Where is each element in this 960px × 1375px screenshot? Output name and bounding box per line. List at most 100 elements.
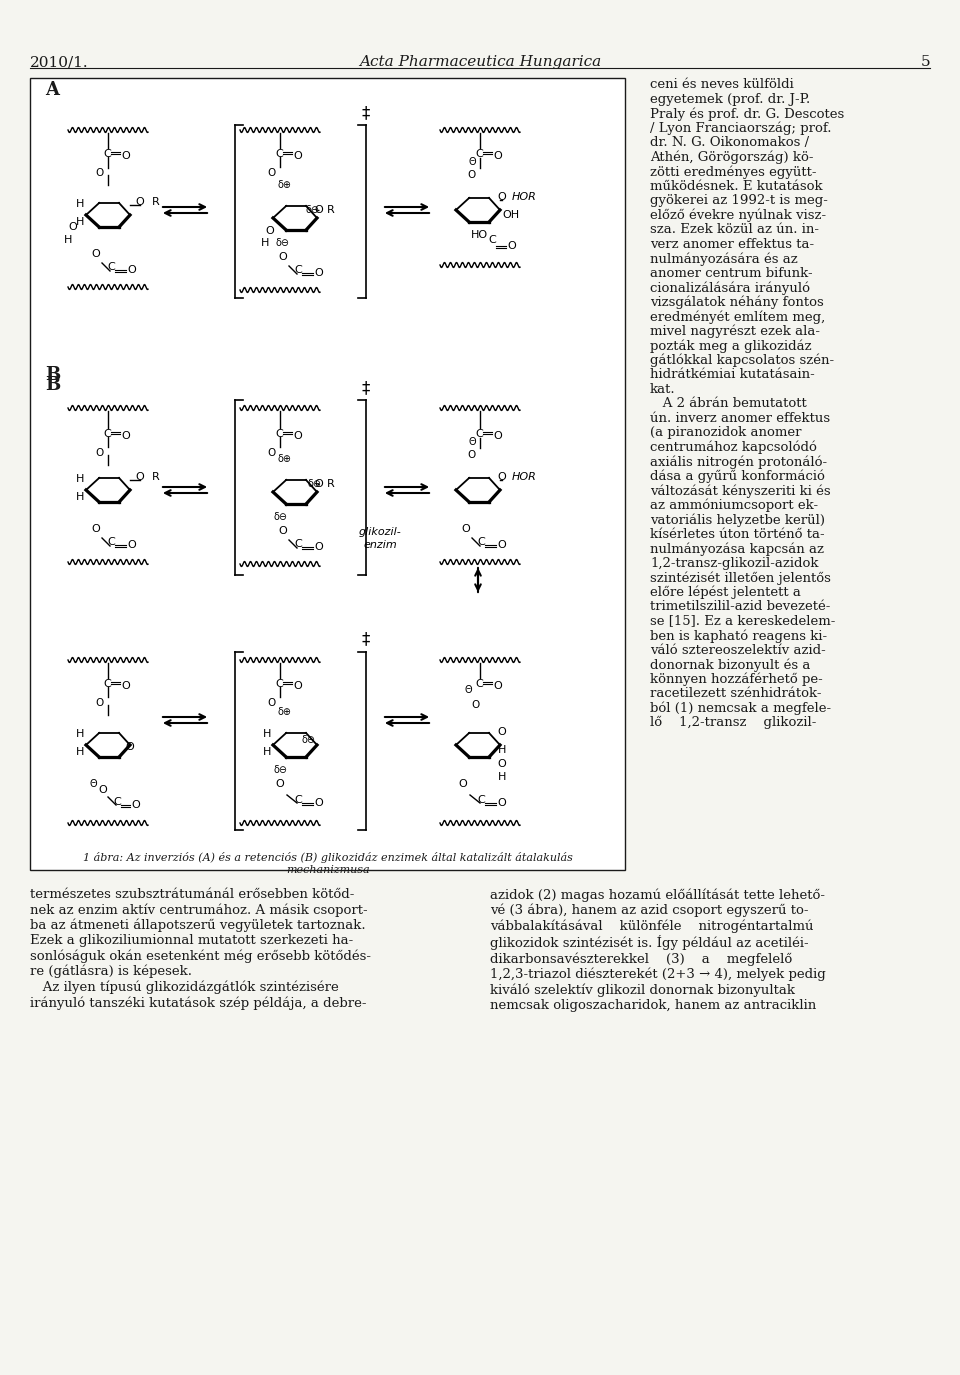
Text: ‡: ‡ — [362, 630, 371, 648]
Text: nulmányozása kapcsán az: nulmányozása kapcsán az — [650, 542, 824, 556]
Text: C: C — [276, 429, 283, 439]
Text: ceni és neves külföldi: ceni és neves külföldi — [650, 78, 794, 91]
Text: axiális nitrogén protonáló-: axiális nitrogén protonáló- — [650, 455, 828, 469]
Text: ‡: ‡ — [362, 104, 371, 122]
Text: δ⊖: δ⊖ — [302, 736, 316, 745]
Text: O: O — [493, 430, 502, 441]
Text: 2010/1.: 2010/1. — [30, 55, 88, 69]
Text: C: C — [276, 148, 283, 160]
Text: Praly és prof. dr. G. Descotes: Praly és prof. dr. G. Descotes — [650, 107, 844, 121]
Text: O: O — [127, 540, 135, 550]
Text: kísérletes úton történő ta-: kísérletes úton történő ta- — [650, 528, 825, 540]
Text: OH: OH — [502, 210, 519, 220]
Text: gátlókkal kapcsolatos szén-: gátlókkal kapcsolatos szén- — [650, 353, 834, 367]
Text: O: O — [314, 798, 323, 808]
Text: H: H — [263, 729, 271, 738]
Text: C: C — [294, 795, 301, 804]
Text: C: C — [475, 429, 483, 439]
Text: vatoriális helyzetbe kerül): vatoriális helyzetbe kerül) — [650, 513, 825, 527]
Text: O: O — [96, 448, 104, 458]
Text: szintézisét illetően jelentős: szintézisét illetően jelentős — [650, 571, 830, 584]
Text: HO: HO — [470, 230, 488, 241]
Text: O: O — [293, 151, 301, 161]
Text: R: R — [327, 478, 335, 489]
Text: ból (1) nemcsak a megfele-: ból (1) nemcsak a megfele- — [650, 701, 831, 715]
Text: donornak bizonyult és a: donornak bizonyult és a — [650, 659, 810, 671]
Text: Θ: Θ — [468, 437, 476, 447]
Text: enzim: enzim — [363, 540, 396, 550]
Text: O: O — [268, 698, 276, 708]
Text: egyetemek (prof. dr. J-P.: egyetemek (prof. dr. J-P. — [650, 92, 810, 106]
Text: O: O — [315, 478, 324, 489]
Text: O: O — [127, 265, 135, 275]
Text: előző évekre nyúlnak visz-: előző évekre nyúlnak visz- — [650, 209, 827, 221]
Text: O: O — [493, 151, 502, 161]
Text: C: C — [477, 538, 485, 547]
Text: természetes szubsztrátumánál erősebben kötőd-
nek az enzim aktív centrumához. A : természetes szubsztrátumánál erősebben k… — [30, 888, 371, 1009]
Text: δ⊖: δ⊖ — [274, 765, 288, 776]
Text: O: O — [268, 448, 276, 458]
Text: O: O — [315, 205, 324, 214]
Text: O: O — [68, 221, 78, 232]
Text: H: H — [261, 238, 269, 247]
Text: O: O — [497, 472, 506, 483]
Text: δ⊕: δ⊕ — [278, 180, 292, 190]
Text: H: H — [76, 474, 84, 484]
Text: ‡: ‡ — [362, 380, 371, 397]
Text: O: O — [468, 450, 476, 461]
Text: O: O — [497, 193, 506, 202]
Text: Acta Pharmaceutica Hungarica: Acta Pharmaceutica Hungarica — [359, 55, 601, 69]
Text: anomer centrum bifunk-: anomer centrum bifunk- — [650, 267, 812, 279]
Text: O: O — [266, 226, 275, 236]
Text: C: C — [294, 539, 301, 549]
Text: C: C — [108, 263, 115, 272]
Text: O: O — [472, 700, 480, 710]
Text: sza. Ezek közül az ún. in-: sza. Ezek közül az ún. in- — [650, 223, 819, 236]
Text: O: O — [507, 241, 516, 252]
Text: trimetilszilil-azid bevezeté-: trimetilszilil-azid bevezeté- — [650, 600, 830, 613]
Text: C: C — [475, 148, 483, 160]
Text: O: O — [278, 527, 287, 536]
Text: O: O — [126, 742, 134, 752]
Text: O: O — [459, 780, 468, 789]
Text: verz anomer effektus ta-: verz anomer effektus ta- — [650, 238, 814, 250]
Text: O: O — [121, 430, 130, 441]
Text: pozták meg a glikozidáz: pozták meg a glikozidáz — [650, 340, 811, 352]
Text: ben is kapható reagens ki-: ben is kapható reagens ki- — [650, 628, 828, 642]
Text: Athén, Görögország) kö-: Athén, Görögország) kö- — [650, 150, 813, 164]
Text: C: C — [276, 679, 283, 689]
Text: O: O — [493, 681, 502, 692]
Text: H: H — [76, 729, 84, 738]
Text: B: B — [45, 375, 60, 395]
Text: C: C — [108, 538, 115, 547]
Text: O: O — [468, 170, 476, 180]
Bar — [30, 78, 625, 870]
Text: δ⊖: δ⊖ — [276, 238, 290, 247]
Text: se [15]. Ez a kereskedelem-: se [15]. Ez a kereskedelem- — [650, 615, 835, 627]
Text: hidrátkémiai kutatásain-: hidrátkémiai kutatásain- — [650, 368, 815, 381]
Text: O: O — [293, 430, 301, 441]
Text: zötti eredményes együtt-: zötti eredményes együtt- — [650, 165, 817, 179]
Text: vizsgálatok néhány fontos: vizsgálatok néhány fontos — [650, 296, 824, 309]
Text: O: O — [99, 785, 108, 795]
Text: C: C — [103, 148, 110, 160]
Text: R: R — [152, 472, 159, 483]
Text: racetilezett szénhidrátok-: racetilezett szénhidrátok- — [650, 688, 822, 700]
Text: C: C — [294, 265, 301, 275]
Text: A 2 ábrán bemutatott: A 2 ábrán bemutatott — [650, 397, 806, 410]
Text: R: R — [327, 205, 335, 214]
Text: O: O — [268, 168, 276, 177]
Text: O: O — [314, 268, 323, 278]
Text: az ammóniumcsoport ek-: az ammóniumcsoport ek- — [650, 499, 818, 512]
Text: B: B — [45, 366, 60, 384]
Text: váló sztereoszelektív azid-: váló sztereoszelektív azid- — [650, 644, 826, 656]
Text: O: O — [91, 524, 101, 534]
Text: O: O — [276, 780, 284, 789]
Text: centrumához kapcsolódó: centrumához kapcsolódó — [650, 440, 817, 454]
Text: H: H — [63, 235, 72, 245]
Text: mivel nagyrészt ezek ala-: mivel nagyrészt ezek ala- — [650, 324, 820, 338]
Text: lő    1,2-transz    glikozil-: lő 1,2-transz glikozil- — [650, 716, 816, 729]
Text: A: A — [45, 81, 59, 99]
Text: O: O — [96, 698, 104, 708]
Text: (a piranozidok anomer: (a piranozidok anomer — [650, 426, 802, 439]
